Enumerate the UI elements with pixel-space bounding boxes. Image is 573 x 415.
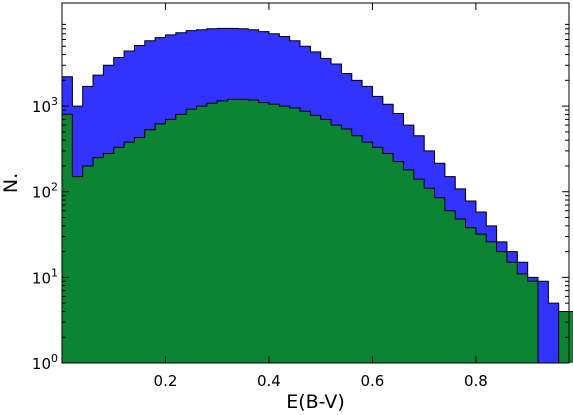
histogram-bar <box>341 129 353 363</box>
histogram-bar <box>403 169 415 363</box>
histogram-bar <box>382 153 394 363</box>
histogram-bar <box>72 176 84 363</box>
histogram-bar <box>113 147 125 363</box>
histogram-bar <box>424 188 435 363</box>
histogram-bar <box>372 147 384 363</box>
histogram-bar <box>486 241 498 363</box>
histogram-bar <box>506 262 518 363</box>
histogram-bar <box>289 108 301 364</box>
histogram-bar <box>362 142 373 363</box>
histogram-bar <box>82 165 94 363</box>
histogram-outline <box>61 98 573 364</box>
x-tick-label: 0.6 <box>360 372 384 390</box>
y-axis-label: N. <box>0 173 22 193</box>
x-tick-label: 0.4 <box>257 372 281 390</box>
y-tick-label: 100 <box>32 352 58 373</box>
histogram-bar <box>517 273 529 363</box>
x-tick-label: 0.8 <box>464 372 488 390</box>
histogram-bar <box>206 103 218 363</box>
histogram-bar <box>444 210 456 363</box>
histogram-bar <box>279 106 291 364</box>
histogram-bar <box>537 281 549 363</box>
histogram-bar <box>217 100 229 364</box>
y-axis-ticks: 100 101 102 103 <box>32 23 569 373</box>
x-tick-label: 0.2 <box>154 372 178 390</box>
histogram-bar <box>186 109 198 364</box>
histogram-bar <box>237 99 249 363</box>
histogram-bar <box>434 197 446 363</box>
y-tick-label: 101 <box>32 266 58 287</box>
plot-area <box>61 3 573 364</box>
series-2 <box>61 98 573 364</box>
histogram-bar <box>103 153 115 363</box>
histogram-bar <box>258 102 270 364</box>
histogram-outline <box>61 27 573 364</box>
histogram-bar <box>320 119 332 363</box>
histogram-bar <box>331 125 342 363</box>
y-tick-label: 103 <box>32 95 58 116</box>
histogram-bar <box>62 114 73 364</box>
y-tick-label: 102 <box>32 181 58 202</box>
histogram-bar <box>475 234 487 363</box>
plot-frame <box>61 2 570 364</box>
x-axis-label: E(B-V) <box>286 391 345 413</box>
histogram-bar <box>351 135 363 363</box>
histogram-bar <box>134 137 146 363</box>
histogram-bar <box>496 251 508 363</box>
x-axis-ticks: 0.2 0.4 0.6 0.8 <box>154 3 488 390</box>
histogram-bar <box>465 227 477 363</box>
histogram-bar <box>268 104 280 364</box>
histogram-bar <box>196 106 208 364</box>
histogram-bar <box>558 311 570 363</box>
histogram-bar <box>144 129 156 363</box>
histogram-bar <box>413 179 425 363</box>
histogram-bar <box>155 123 166 364</box>
histogram-bar <box>569 311 573 363</box>
histogram-bar <box>248 99 260 364</box>
histogram-bar <box>299 111 311 364</box>
histogram-bar <box>548 303 560 363</box>
histogram-bar <box>124 142 135 363</box>
histogram-bar <box>455 219 467 363</box>
histogram-bar <box>165 119 177 363</box>
histogram-bar <box>93 157 104 363</box>
histogram-bar <box>310 115 322 363</box>
histogram-bar <box>527 281 539 363</box>
histogram-bar <box>393 161 404 363</box>
histogram-bar <box>175 114 187 364</box>
histogram-bar <box>227 99 239 363</box>
